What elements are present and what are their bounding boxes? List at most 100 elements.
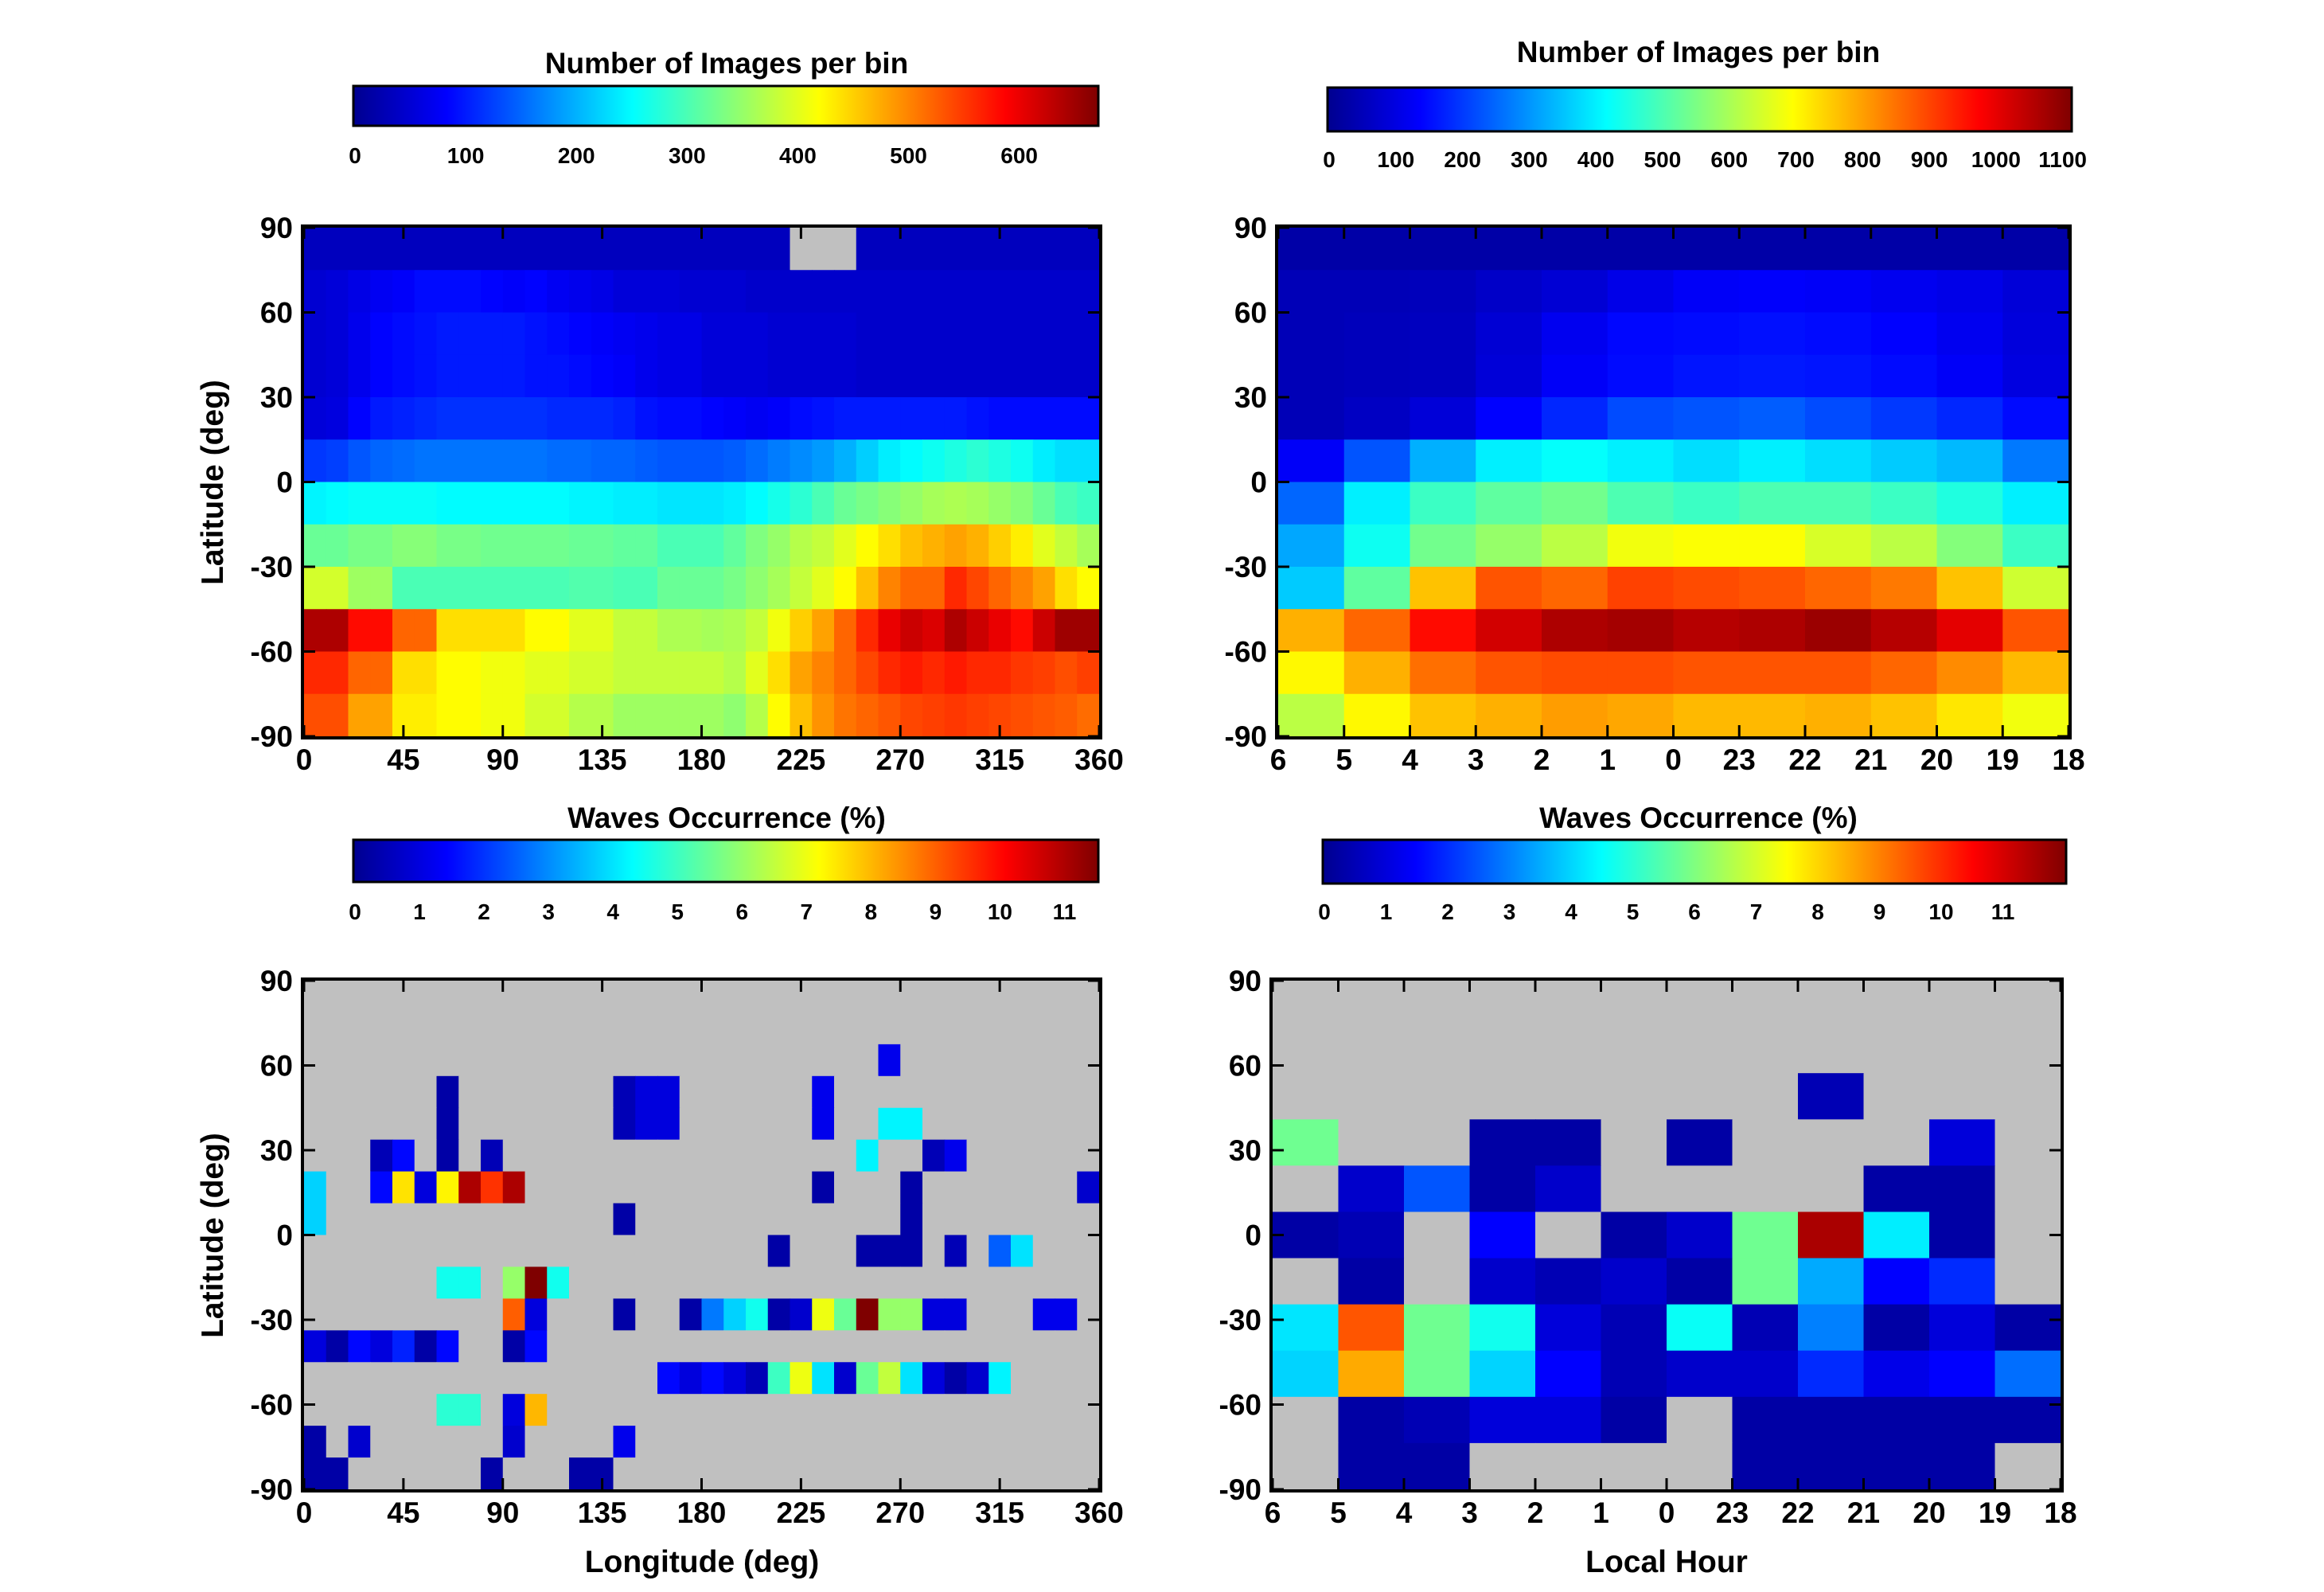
- heatmap-cell: [1607, 651, 1675, 695]
- heatmap-cell: [326, 1203, 349, 1236]
- heatmap-cell: [657, 1330, 680, 1363]
- heatmap-cell: [569, 1075, 592, 1109]
- heatmap-cell: [966, 1266, 989, 1299]
- heatmap-cell: [1278, 651, 1345, 695]
- heatmap-cell: [1077, 1266, 1100, 1299]
- heatmap-cell: [1343, 439, 1411, 483]
- heatmap-cell: [1936, 482, 2003, 525]
- heatmap-cell: [304, 524, 327, 568]
- heatmap-cell: [547, 524, 570, 568]
- heatmap-cell: [348, 439, 371, 483]
- heatmap-cell: [1476, 354, 1542, 398]
- heatmap-cell: [436, 1075, 459, 1109]
- y-tick-label: 60: [1229, 1050, 1261, 1083]
- heatmap-cell: [1870, 312, 1938, 356]
- heatmap-cell: [701, 1171, 724, 1204]
- y-tick-label: 60: [260, 297, 293, 330]
- heatmap-cell: [1798, 1304, 1865, 1352]
- heatmap-cell: [1936, 524, 2003, 568]
- heatmap-cell: [1936, 354, 2003, 398]
- colorbar-title: Waves Occurrence (%): [567, 802, 886, 834]
- heatmap-cell: [635, 524, 658, 568]
- x-tick-label: 20: [1920, 743, 1953, 776]
- heatmap-cell: [1032, 1266, 1056, 1299]
- heatmap-cell: [414, 693, 438, 737]
- heatmap-cell: [1278, 228, 1345, 271]
- heatmap-cell: [834, 1457, 857, 1490]
- heatmap-cell: [481, 1107, 504, 1141]
- heatmap-cell: [657, 1235, 680, 1268]
- heatmap-cell: [635, 312, 658, 356]
- heatmap-cell: [370, 524, 393, 568]
- heatmap-cell: [591, 1075, 614, 1109]
- heatmap-cell: [1032, 354, 1056, 398]
- heatmap-cell: [701, 651, 724, 695]
- heatmap-cell: [569, 609, 592, 653]
- heatmap-cell: [392, 1012, 415, 1045]
- heatmap-cell: [502, 1362, 526, 1395]
- heatmap-cell: [944, 1139, 968, 1173]
- heatmap-cell: [458, 1330, 482, 1363]
- heatmap-cell: [701, 482, 724, 525]
- heatmap-cell: [657, 482, 680, 525]
- heatmap-cell: [370, 1075, 393, 1109]
- heatmap-cell: [944, 1044, 968, 1077]
- heatmap-cell: [878, 1075, 901, 1109]
- heatmap-cell: [966, 354, 989, 398]
- heatmap-cell: [370, 1203, 393, 1236]
- heatmap-cell: [591, 1139, 614, 1173]
- heatmap-cell: [746, 228, 769, 271]
- x-tick-label: 22: [1788, 743, 1821, 776]
- heatmap-cell: [1870, 354, 1938, 398]
- heatmap-cell: [878, 651, 901, 695]
- x-tick-label: 5: [1336, 743, 1352, 776]
- heatmap-cell: [900, 1139, 923, 1173]
- heatmap-cell: [679, 439, 703, 483]
- heatmap-cell: [1055, 1394, 1078, 1426]
- heatmap-cell: [436, 482, 459, 525]
- heatmap-cell: [900, 981, 923, 1013]
- heatmap-cell: [436, 1298, 459, 1331]
- heatmap-cell: [944, 1298, 968, 1331]
- heatmap-cell: [856, 567, 879, 610]
- heatmap-cell: [569, 651, 592, 695]
- x-tick-label: 45: [387, 1496, 419, 1529]
- heatmap-cell: [834, 1012, 857, 1045]
- x-tick-label: 23: [1723, 743, 1756, 776]
- heatmap-cell: [657, 1075, 680, 1109]
- heatmap-cell: [900, 1330, 923, 1363]
- heatmap-cell: [1032, 1044, 1056, 1077]
- heatmap-cell: [723, 1235, 747, 1268]
- x-tick-label: 1: [1593, 1496, 1609, 1529]
- heatmap-cell: [856, 1394, 879, 1426]
- heatmap-cell: [326, 312, 349, 356]
- heatmap-cell: [856, 1171, 879, 1204]
- heatmap-cell: [304, 1075, 327, 1109]
- heatmap-cell: [856, 1235, 879, 1268]
- heatmap-cell: [679, 651, 703, 695]
- heatmap-cell: [524, 312, 548, 356]
- heatmap-cell: [524, 1330, 548, 1363]
- heatmap-cell: [767, 439, 791, 483]
- heatmap-cell: [1055, 270, 1078, 314]
- heatmap-cell: [790, 1298, 813, 1331]
- heatmap-cell: [966, 567, 989, 610]
- heatmap-cell: [679, 270, 703, 314]
- heatmap-cell: [1343, 354, 1411, 398]
- heatmap-cell: [1032, 1394, 1056, 1426]
- heatmap-cell: [1404, 1396, 1471, 1444]
- heatmap-cell: [348, 1075, 371, 1109]
- heatmap-cell: [900, 397, 923, 440]
- heatmap-cell: [1011, 981, 1034, 1013]
- heatmap-cell: [922, 567, 946, 610]
- heatmap-cell: [944, 397, 968, 440]
- heatmap-cell: [856, 312, 879, 356]
- heatmap-cell: [922, 1457, 946, 1490]
- heatmap-cell: [569, 270, 592, 314]
- heatmap-cell: [723, 1298, 747, 1331]
- heatmap-cell: [304, 312, 327, 356]
- heatmap-cell: [679, 1298, 703, 1331]
- heatmap-cell: [1870, 482, 1938, 525]
- heatmap-cell: [326, 981, 349, 1013]
- heatmap-cell: [635, 228, 658, 271]
